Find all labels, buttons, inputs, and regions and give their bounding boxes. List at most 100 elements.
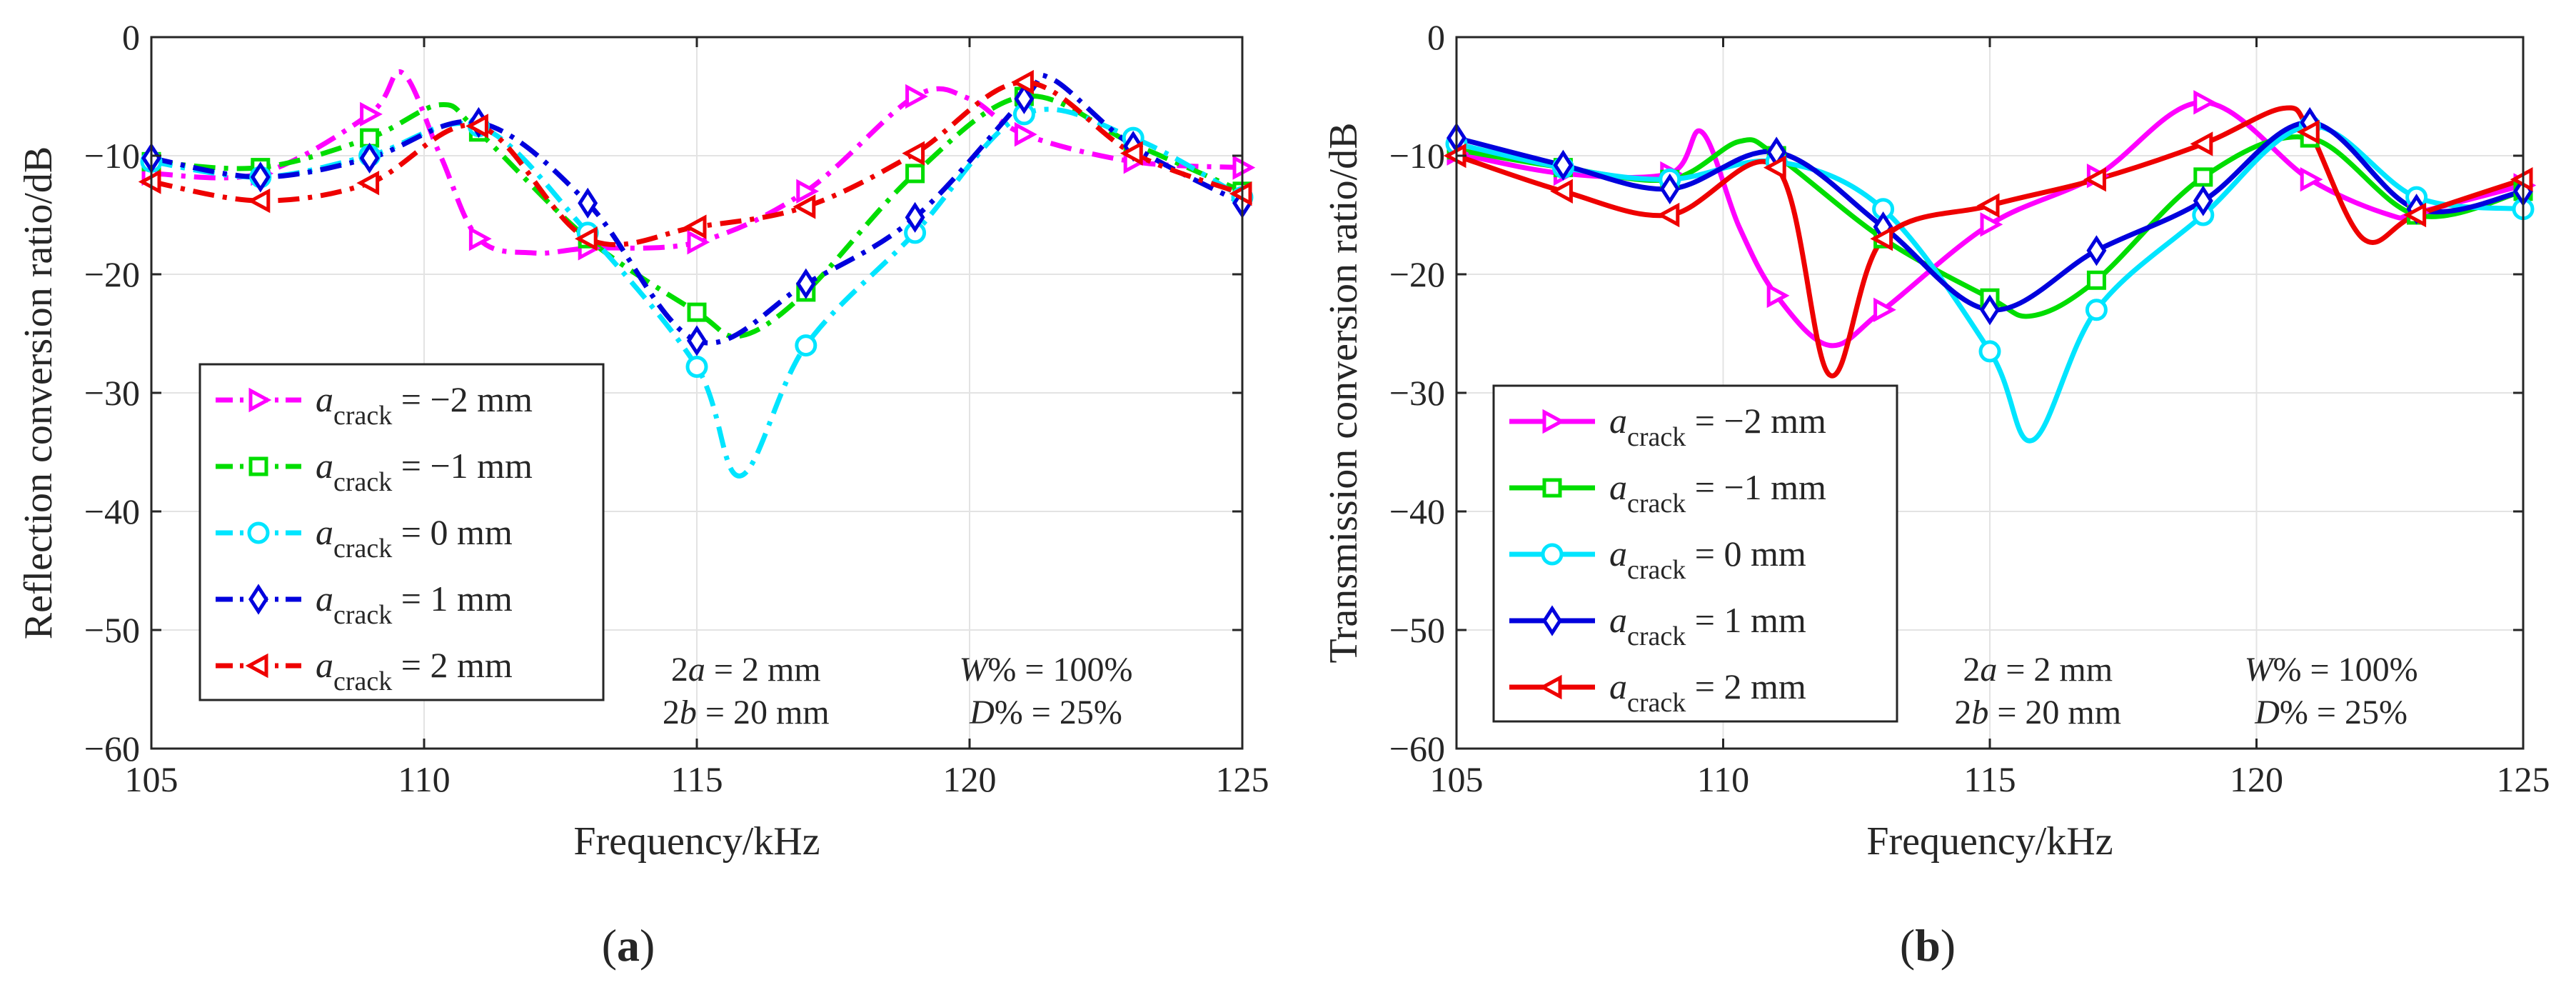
y-tick-label: 0	[1427, 17, 1445, 57]
y-tick-label: −30	[84, 373, 140, 413]
y-axis-title: Reflection conversion ratio/dB	[16, 146, 61, 639]
series-0-point	[2193, 90, 2217, 115]
series-3-point	[359, 142, 380, 174]
legend-label-3: acrack = 1 mm	[316, 579, 513, 630]
series-3-point	[578, 187, 598, 219]
series-0-point	[360, 101, 383, 127]
legend-marker-4	[1539, 674, 1562, 700]
legend-marker-1	[248, 456, 268, 476]
param-percent: W% = 100%	[959, 651, 1132, 689]
series-0-point	[1766, 283, 1790, 309]
legend-marker-4	[245, 653, 268, 679]
series-4-point	[2296, 119, 2320, 144]
y-tick-label: −60	[84, 729, 140, 769]
series-line-0	[151, 69, 1243, 256]
param-geometry: 2a = 2 mm	[671, 651, 821, 689]
x-tick-label: 105	[125, 759, 178, 799]
series-4-point	[1976, 193, 2000, 218]
series-3-point	[1553, 149, 1574, 181]
series-0-point	[1014, 121, 1037, 147]
param-percent: D% = 25%	[2254, 694, 2408, 731]
x-axis-title: Frequency/kHz	[573, 819, 820, 864]
x-axis-title: Frequency/kHz	[1866, 819, 2113, 864]
series-4-point	[356, 170, 380, 196]
param-geometry: 2a = 2 mm	[1963, 651, 2113, 689]
y-tick-label: −10	[84, 136, 140, 176]
legend-marker-0	[248, 387, 272, 413]
panel-a: 105 110 115 120 125 0 −10 −20 −30 −40 −50 −60 Freque…	[16, 17, 1269, 971]
series-4-point	[1656, 202, 1680, 228]
y-tick-label: −10	[1389, 136, 1445, 176]
panel-label: (a)	[602, 920, 655, 971]
legend-label-0: acrack = −2 mm	[1609, 401, 1826, 452]
series-3-point	[2193, 185, 2213, 216]
legend-label-2: acrack = 0 mm	[1609, 534, 1806, 585]
x-tick-label: 115	[1963, 759, 2016, 799]
legend-label-4: acrack = 2 mm	[1609, 666, 1806, 718]
series-3-point	[905, 201, 925, 233]
series-3-point	[2086, 235, 2107, 266]
series-2-point	[2085, 299, 2108, 321]
y-tick-label: −40	[84, 491, 140, 531]
series-1-point	[2193, 167, 2213, 187]
legend-label-2: acrack = 0 mm	[316, 512, 513, 564]
series-1-point	[905, 164, 925, 184]
panel-b: 105 110 115 120 125 0 −10 −20 −30 −40 −50 −60 Freque…	[1322, 17, 2550, 971]
series-0-point	[1873, 297, 1896, 322]
x-tick-label: 120	[2230, 759, 2283, 799]
y-tick-label: −50	[1389, 610, 1445, 650]
legend-marker-0	[1542, 409, 1566, 434]
series-4-point	[902, 141, 925, 166]
y-tick-label: 0	[122, 17, 140, 57]
series-4-point	[1870, 226, 1893, 251]
series-2-point	[795, 334, 817, 357]
series-4-point	[1763, 155, 1786, 180]
series-0-point	[2300, 167, 2323, 192]
x-tick-label: 110	[1697, 759, 1749, 799]
series-3-point	[250, 161, 271, 193]
x-tick-label: 125	[2497, 759, 2550, 799]
series-0-point	[687, 229, 710, 255]
legend-marker-2	[247, 521, 270, 544]
y-axis-title: Transmission conversion ratio/dB	[1322, 122, 1366, 663]
series-4-point	[1011, 69, 1034, 95]
series-3-point	[1659, 173, 1680, 205]
series-0-point	[796, 179, 820, 204]
series-4-point	[2190, 131, 2213, 156]
series-3-point	[795, 268, 816, 299]
series-line-0	[1456, 99, 2524, 349]
x-tick-label: 120	[943, 759, 997, 799]
param-percent: W% = 100%	[2245, 651, 2418, 689]
param-geometry: 2b = 20 mm	[1954, 694, 2121, 731]
series-0-point	[905, 84, 928, 109]
y-tick-label: −50	[84, 610, 140, 650]
series-4-point	[2403, 202, 2427, 228]
legend-marker-1	[1542, 478, 1562, 498]
series-3-point	[1980, 294, 2000, 326]
x-tick-label: 110	[398, 759, 450, 799]
series-4-point	[1120, 141, 1143, 166]
y-tick-label: −20	[1389, 254, 1445, 294]
y-tick-label: −60	[1389, 729, 1445, 769]
x-tick-label: 115	[670, 759, 723, 799]
series-2-point	[685, 355, 708, 378]
y-tick-label: −20	[84, 254, 140, 294]
panel-label: (b)	[1900, 920, 1956, 971]
x-tick-label: 105	[1430, 759, 1484, 799]
legend-label-1: acrack = −1 mm	[1609, 467, 1826, 519]
param-geometry: 2b = 20 mm	[663, 694, 830, 731]
legend-label-4: acrack = 2 mm	[316, 645, 513, 696]
series-4-point	[683, 214, 707, 239]
legend-marker-2	[1541, 543, 1564, 566]
legend-label-3: acrack = 1 mm	[1609, 600, 1806, 651]
legend-marker-3	[1542, 605, 1562, 636]
series-4-point	[793, 194, 816, 219]
series-3-point	[687, 325, 707, 356]
series-4-point	[1550, 179, 1573, 204]
series-1-point	[687, 302, 707, 322]
series-4-point	[247, 188, 271, 214]
series-4-point	[466, 114, 488, 139]
legend-label-0: acrack = −2 mm	[316, 379, 533, 431]
series-3-point	[1014, 83, 1035, 114]
